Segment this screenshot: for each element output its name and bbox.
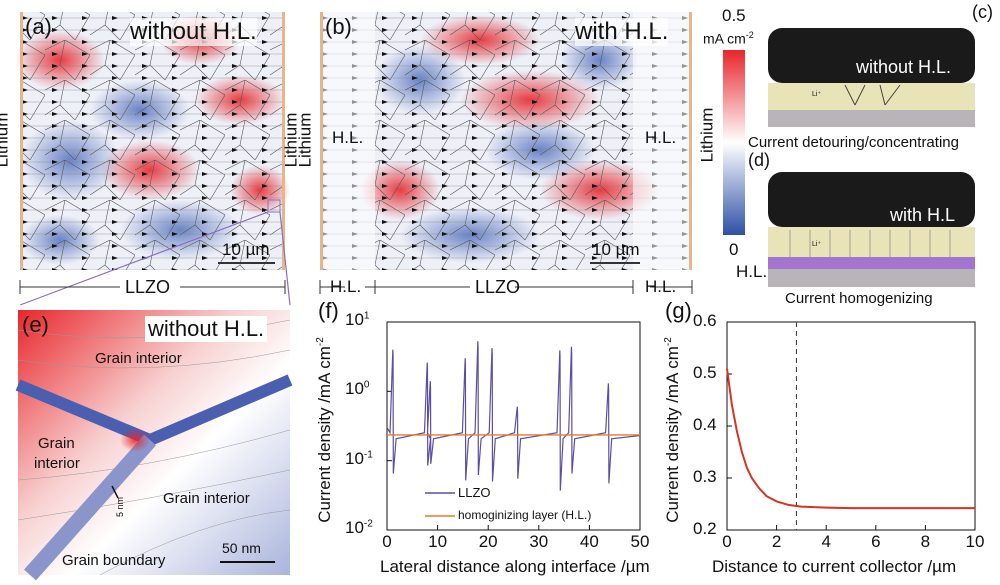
panel-c-title: without H.L. bbox=[856, 57, 952, 77]
panel-d-schematic bbox=[768, 172, 975, 287]
y-tick-label: 100 bbox=[345, 379, 370, 399]
panel-d-label: (d) bbox=[748, 150, 770, 170]
plot-frame bbox=[726, 321, 976, 531]
x-tick-label: 10 bbox=[965, 532, 985, 551]
panel-c-label: (c) bbox=[972, 2, 993, 22]
x-tick-label: 20 bbox=[478, 532, 498, 551]
grain-boundary-label: Grain boundary bbox=[62, 552, 166, 569]
y-axis-label-f: Current density /mA cm-2 bbox=[314, 337, 334, 523]
panel-c-schematic bbox=[768, 28, 975, 127]
li-ion-d: Li⁺ bbox=[812, 241, 822, 248]
panel-g-label: (g) bbox=[665, 298, 692, 323]
panel-d-caption: Current homogenizing bbox=[785, 290, 933, 307]
x-axis-label-f: Lateral distance along interface /µm bbox=[380, 557, 650, 576]
y-axis-label-g: Current density /mA cm-2 bbox=[662, 337, 682, 523]
hl-bottom-right: H.L. bbox=[645, 277, 677, 296]
llzo-label-b: LLZO bbox=[475, 277, 521, 297]
x-tick-label: 0 bbox=[382, 532, 392, 551]
panel-e-title: without H.L. bbox=[145, 316, 268, 342]
panel-e-label: (e) bbox=[22, 312, 49, 337]
panel-b-title: with H.L. bbox=[575, 18, 669, 46]
panel-b-label: (b) bbox=[325, 14, 352, 39]
lithium-left-b: Lithium bbox=[295, 112, 315, 168]
grain-interior-right: Grain interior bbox=[163, 490, 250, 507]
plot-frame bbox=[386, 321, 641, 531]
llzo-label-a: LLZO bbox=[125, 277, 171, 297]
x-tick-label: 6 bbox=[871, 532, 881, 551]
panel-a-label: (a) bbox=[25, 14, 52, 39]
chart-f bbox=[386, 321, 641, 531]
current-density-curve bbox=[726, 368, 975, 510]
x-tick-label: 10 bbox=[428, 532, 448, 551]
colorbar-max: 0.5 bbox=[722, 6, 746, 25]
x-tick-label: 4 bbox=[821, 532, 831, 551]
li-ion-c: Li⁺ bbox=[812, 91, 822, 98]
x-tick-label: 50 bbox=[630, 532, 650, 551]
panel-c-caption: Current detouring/concentrating bbox=[748, 134, 959, 151]
y-tick-label: 10-2 bbox=[345, 518, 373, 537]
panel-a-map bbox=[15, 12, 291, 306]
legend-hl: homoginizing layer (H.L.) bbox=[458, 508, 592, 522]
grain-interior-left-1: Grain bbox=[38, 435, 75, 452]
y-tick-label: 0.5 bbox=[693, 363, 717, 382]
grain-interior-top: Grain interior bbox=[95, 350, 182, 367]
x-axis-label-g: Distance to current collector /µm bbox=[712, 557, 957, 576]
y-tick-label: 0.6 bbox=[693, 311, 717, 330]
x-tick-label: 8 bbox=[920, 532, 931, 551]
hl-right-b: H.L. bbox=[645, 128, 677, 147]
x-tick-label: 40 bbox=[579, 532, 599, 551]
colorbar-unit: mA cm-2 bbox=[703, 30, 754, 47]
x-tick-label: 30 bbox=[529, 532, 549, 551]
panel-e-zoom bbox=[15, 310, 293, 581]
colorbar bbox=[723, 50, 745, 235]
y-tick-label: 0.4 bbox=[693, 415, 717, 434]
y-tick-label: 0.2 bbox=[693, 519, 717, 538]
x-tick-label: 2 bbox=[771, 532, 782, 551]
panel-f-label: (f) bbox=[318, 298, 339, 323]
scale-bar-e: 50 nm bbox=[222, 540, 261, 556]
hl-left-b: H.L. bbox=[332, 128, 364, 147]
llzo-series-line bbox=[386, 341, 641, 491]
lithium-left-a: Lithium bbox=[0, 112, 12, 168]
dimension-lines bbox=[19, 262, 693, 294]
y-tick-label: 0.3 bbox=[693, 467, 717, 486]
y-tick-label: 10-1 bbox=[345, 448, 373, 468]
x-tick-label: 0 bbox=[722, 532, 732, 551]
hl-label-d: H.L. bbox=[736, 262, 768, 281]
panel-d-title: with H.L bbox=[890, 205, 956, 225]
scale-bar-a: 10 µm bbox=[222, 240, 270, 259]
y-tick-label: 101 bbox=[345, 310, 370, 329]
boundary-width: 5 nm bbox=[115, 496, 126, 518]
legend-llzo: LLZO bbox=[458, 485, 491, 500]
grain-interior-left-2: interior bbox=[34, 455, 80, 472]
chart-g bbox=[726, 321, 976, 531]
panel-b-map bbox=[320, 12, 692, 270]
panel-a-title: without H.L. bbox=[130, 18, 257, 46]
hl-bottom-left: H.L. bbox=[330, 277, 362, 296]
scale-bar-b: 10 µm bbox=[592, 240, 640, 259]
lithium-right-b: Lithium bbox=[697, 107, 717, 163]
colorbar-min: 0 bbox=[729, 240, 739, 259]
